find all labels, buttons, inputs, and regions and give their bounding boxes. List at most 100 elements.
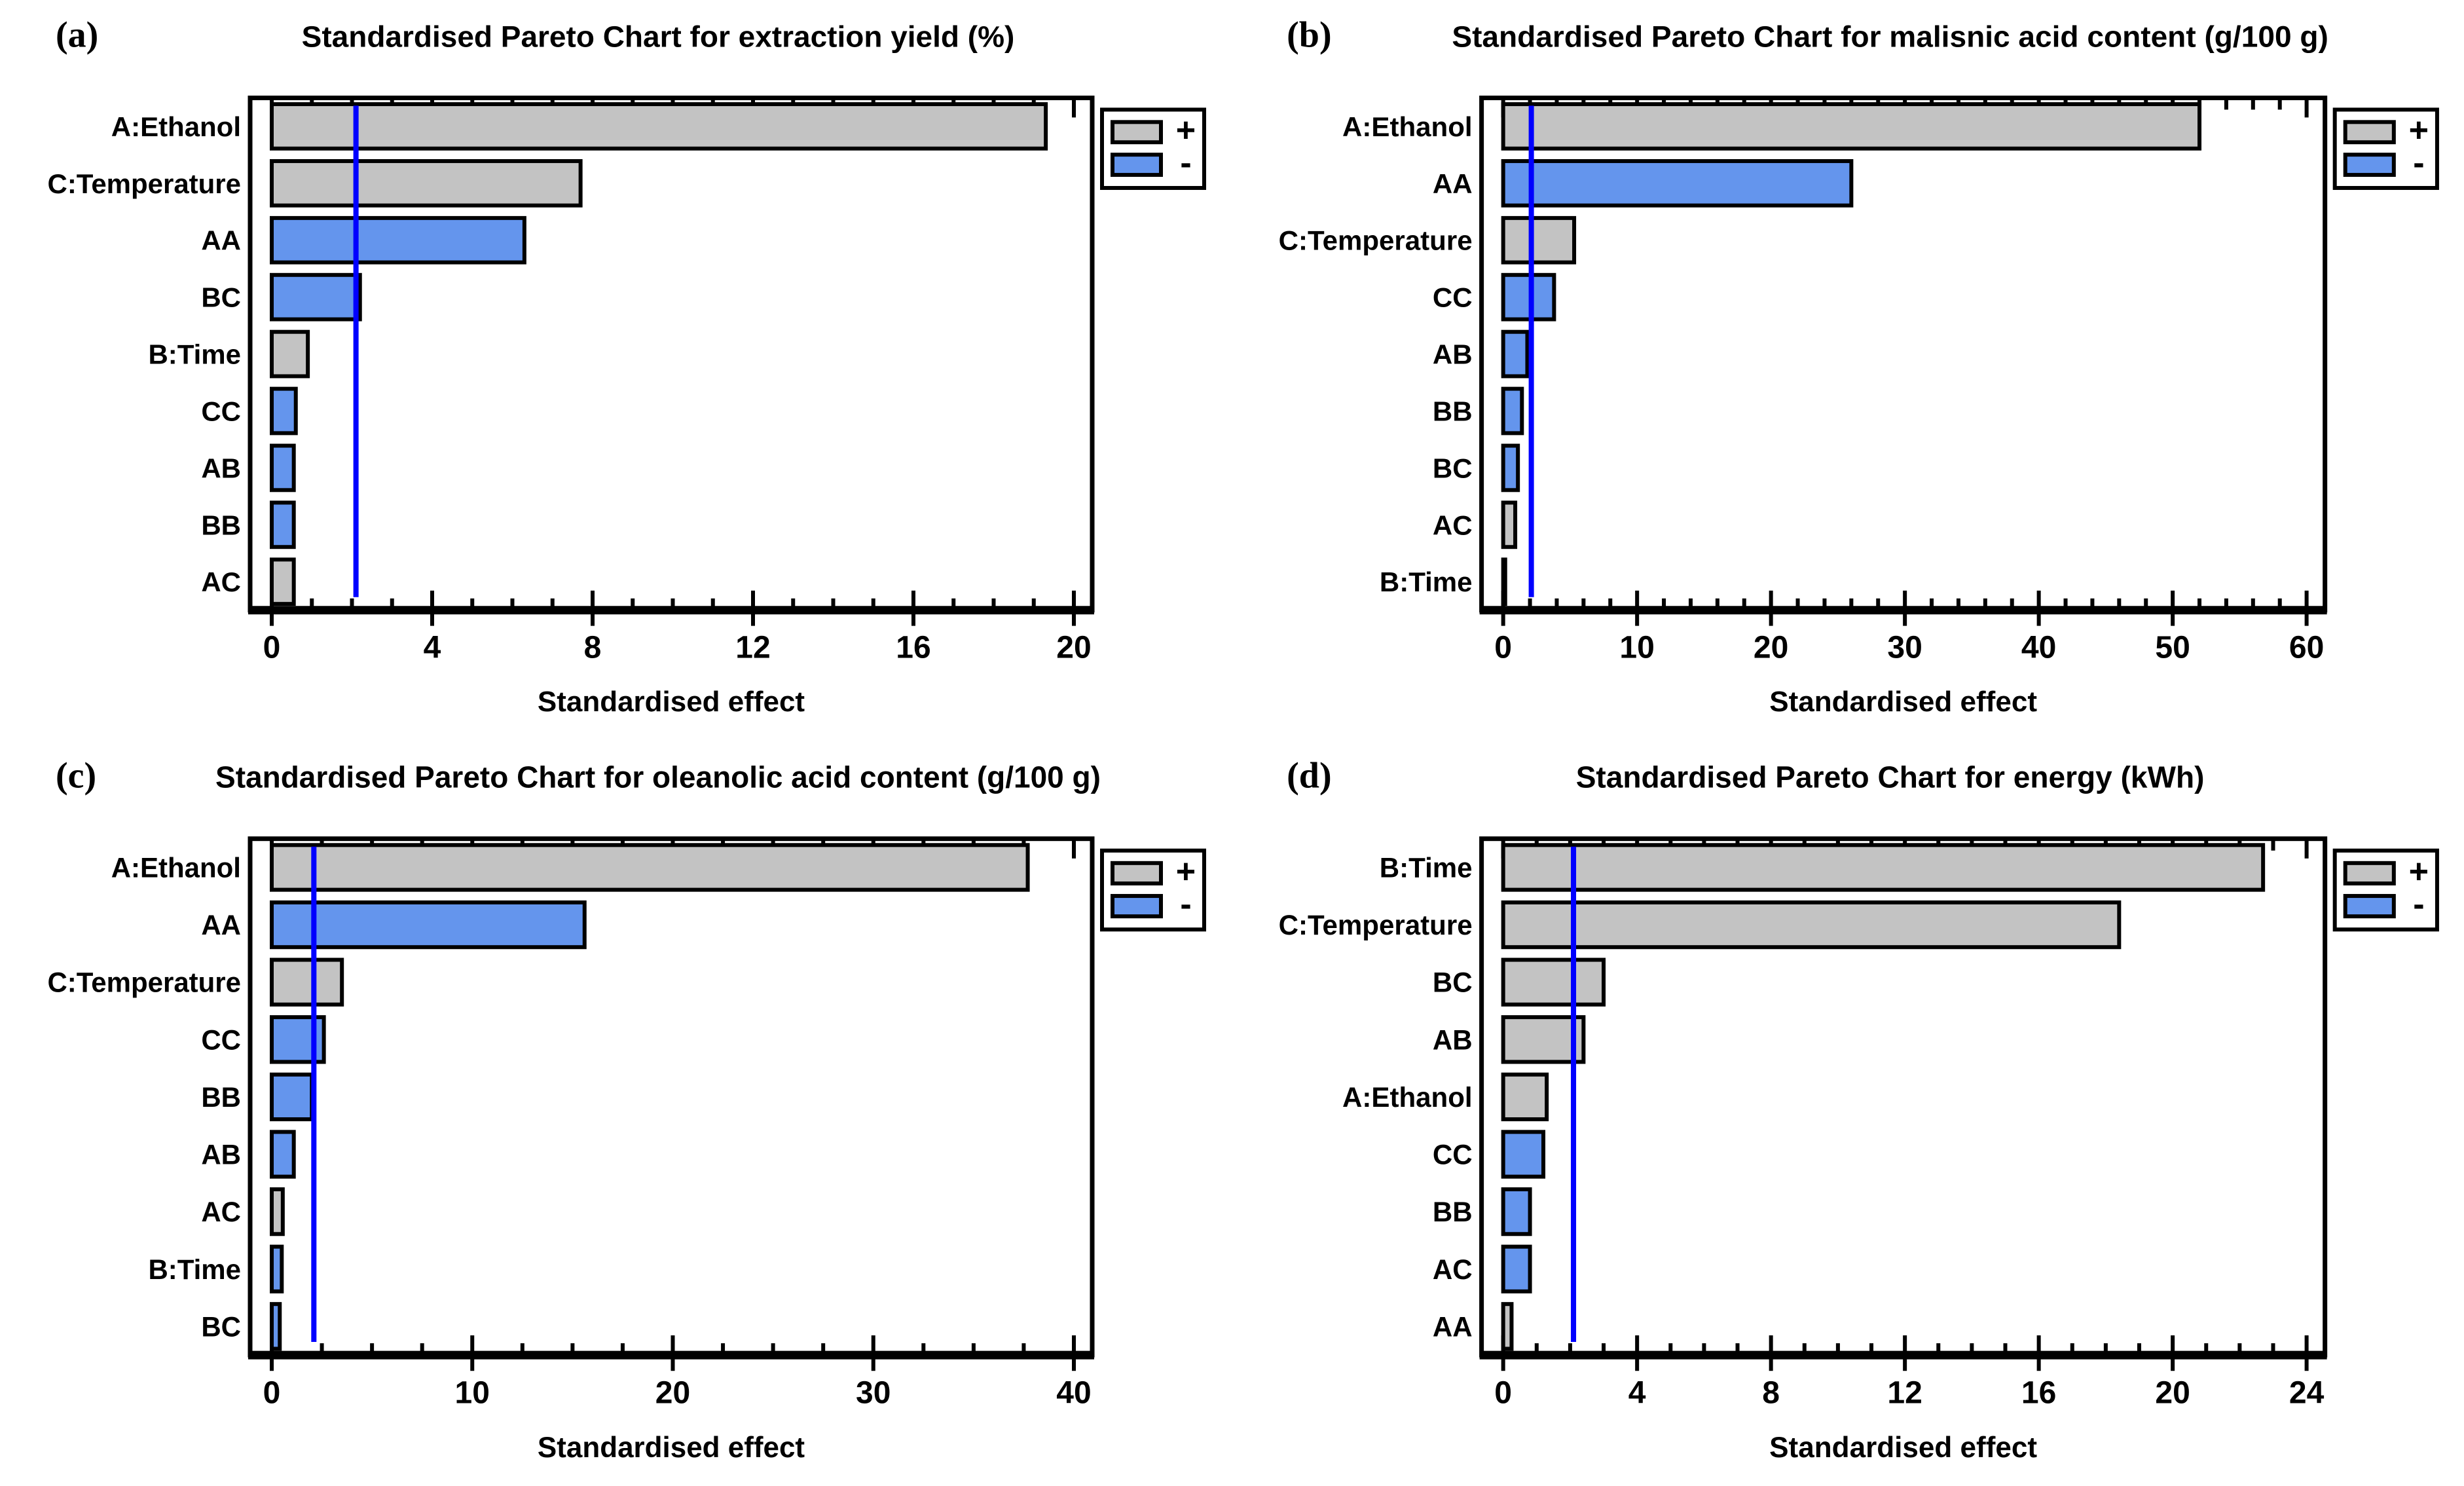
x-axis-label: Standardised effect — [1769, 1432, 2037, 1464]
x-axis-label: Standardised effect — [538, 1432, 805, 1464]
pareto-bar — [1501, 500, 1518, 549]
category-label: B:Time — [148, 1254, 241, 1285]
plot-area: 0 10 20 30 40 A:Ethanol AA C:Temperature CC BB AB A… — [47, 836, 1206, 1464]
pareto-bar — [1501, 557, 1507, 606]
category-label: CC — [1433, 282, 1473, 313]
pareto-bar — [270, 1302, 282, 1351]
category-label: A:Ethanol — [111, 111, 241, 142]
category-label: B:Time — [148, 339, 241, 370]
plot-area: 0 10 20 30 40 50 60 A:Ethanol AA C:Temperature CC A… — [1279, 95, 2439, 718]
category-label: AB — [201, 1139, 241, 1170]
x-tick-label: 4 — [1628, 1375, 1646, 1410]
panel-b: (b) Standardised Pareto Chart for malisn… — [1231, 0, 2464, 740]
category-label: BB — [1433, 1197, 1473, 1227]
category-label: AA — [201, 225, 241, 256]
category-label: BB — [201, 1082, 241, 1113]
category-label: C:Temperature — [1279, 225, 1473, 256]
pareto-bar — [270, 158, 583, 208]
category-label: AA — [1433, 168, 1473, 199]
pareto-bar — [1501, 102, 2202, 151]
legend-positive-label: + — [1176, 853, 1196, 891]
x-tick-label: 30 — [856, 1375, 891, 1410]
category-label: BC — [1433, 453, 1473, 483]
category-label: B:Time — [1380, 852, 1473, 883]
panel-letter: (b) — [1287, 15, 1332, 56]
pareto-bar — [1501, 386, 1524, 436]
category-label: AB — [201, 453, 241, 483]
panel-letter: (c) — [56, 755, 96, 796]
category-label: A:Ethanol — [1342, 1082, 1473, 1113]
x-axis-label: Standardised effect — [1769, 686, 2037, 718]
pareto-bar — [1501, 158, 1854, 208]
legend-positive-swatch — [1111, 861, 1163, 885]
legend-positive-swatch — [1111, 120, 1163, 145]
pareto-bar — [1501, 900, 2122, 950]
pareto-chart-extraction-yield: (a) Standardised Pareto Chart for extrac… — [48, 15, 1206, 718]
pareto-bar — [1501, 329, 1530, 379]
pareto-chart-energy: (d) Standardised Pareto Chart for energy… — [1279, 755, 2439, 1464]
x-tick-label: 16 — [2021, 1375, 2056, 1410]
pareto-bar — [270, 900, 587, 950]
category-label: A:Ethanol — [111, 852, 241, 883]
x-tick-label: 8 — [584, 631, 602, 665]
pareto-bar — [270, 1130, 296, 1179]
pareto-bar — [270, 843, 1030, 892]
legend-negative-swatch — [1111, 894, 1163, 919]
x-tick-label: 50 — [2155, 631, 2190, 665]
category-label: BB — [1433, 396, 1473, 427]
x-tick-label: 20 — [655, 1375, 690, 1410]
legend-negative-swatch — [1111, 153, 1163, 177]
x-tick-label: 10 — [1619, 631, 1654, 665]
category-label: BC — [201, 1311, 241, 1342]
pareto-bar — [1501, 1015, 1586, 1064]
legend-negative-label: - — [1180, 885, 1191, 923]
x-tick-label: 0 — [263, 1375, 281, 1410]
pareto-chart-malisnic-acid: (b) Standardised Pareto Chart for malisn… — [1279, 15, 2439, 718]
pareto-bar — [1501, 1130, 1546, 1179]
chart-title: Standardised Pareto Chart for extraction… — [302, 20, 1015, 54]
x-tick-label: 0 — [263, 631, 281, 665]
pareto-bar — [1501, 443, 1520, 492]
category-label: AA — [1433, 1311, 1473, 1342]
category-label: AC — [1433, 510, 1473, 540]
x-tick-label: 20 — [1056, 631, 1091, 665]
legend-positive-swatch — [2343, 120, 2396, 145]
category-label: BC — [1433, 967, 1473, 998]
x-tick-label: 10 — [455, 1375, 490, 1410]
category-label: AC — [201, 567, 241, 597]
category-label: CC — [201, 1024, 241, 1055]
pareto-bar — [270, 1072, 314, 1122]
pareto-bar — [1501, 1244, 1532, 1293]
pareto-bar — [1501, 843, 2266, 892]
pareto-bar — [270, 957, 344, 1007]
category-label: CC — [1433, 1140, 1473, 1170]
chart-title: Standardised Pareto Chart for energy (kW… — [1576, 760, 2205, 794]
x-tick-label: 40 — [2021, 631, 2056, 665]
category-label: AC — [201, 1197, 241, 1227]
category-label: AB — [1433, 1024, 1473, 1055]
pareto-bar — [270, 386, 298, 436]
x-tick-label: 60 — [2289, 631, 2324, 665]
plot-area: 0 4 8 12 16 20 A:Ethanol C:Temperature AA BC B:Tim… — [48, 95, 1206, 718]
x-tick-label: 30 — [1887, 631, 1922, 665]
x-tick-label: 0 — [1494, 1375, 1512, 1410]
category-label: AA — [201, 910, 241, 940]
pareto-bar — [1501, 1302, 1514, 1351]
pareto-bar — [270, 102, 1048, 151]
legend-negative-swatch — [2343, 894, 2396, 919]
pareto-bar — [1501, 215, 1577, 265]
legend: +- — [1100, 848, 1206, 932]
x-tick-label: 40 — [1056, 1375, 1091, 1410]
pareto-bar — [270, 443, 296, 492]
pareto-bar — [270, 500, 296, 549]
legend-positive-label: + — [2409, 111, 2429, 149]
category-label: B:Time — [1380, 567, 1473, 597]
panel-letter: (a) — [56, 15, 98, 56]
legend-negative-label: - — [1180, 143, 1191, 181]
category-label: AB — [1433, 339, 1473, 370]
panel-c: (c) Standardised Pareto Chart for oleano… — [0, 740, 1231, 1486]
panel-letter: (d) — [1287, 755, 1332, 796]
plot-area: 0 4 8 12 16 20 24 B:Time C:Temperature BC AB A:Etha… — [1279, 836, 2439, 1464]
x-axis-label: Standardised effect — [538, 686, 805, 718]
